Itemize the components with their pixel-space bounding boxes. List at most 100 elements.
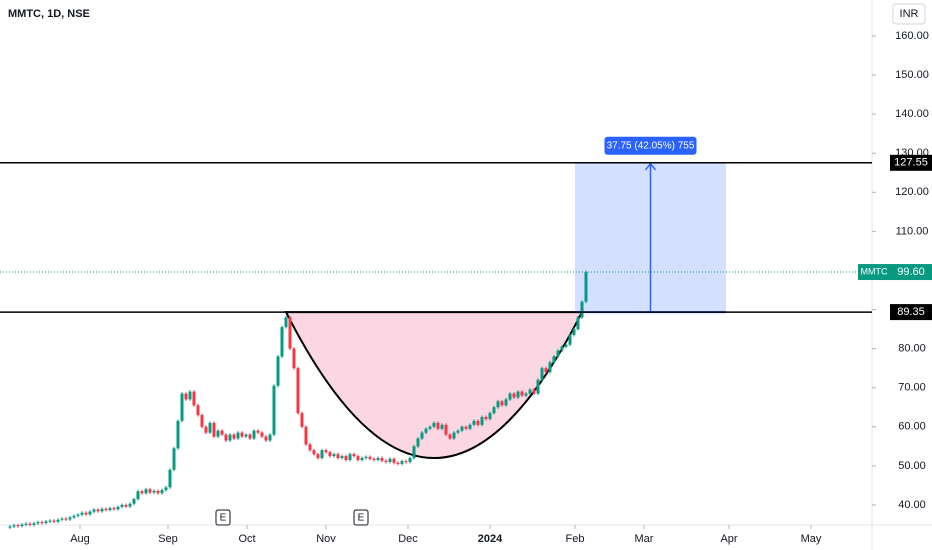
candle <box>120 504 124 507</box>
candle <box>416 438 420 447</box>
candle <box>104 508 108 511</box>
candle <box>548 362 552 373</box>
candle <box>376 458 380 461</box>
candle <box>304 426 308 445</box>
candle <box>296 368 300 414</box>
candle <box>196 405 200 416</box>
candle <box>440 424 444 429</box>
candle <box>72 515 76 518</box>
candle <box>524 393 528 396</box>
candle <box>292 348 296 369</box>
candle <box>240 432 244 437</box>
candle <box>384 460 388 462</box>
candle <box>348 454 352 461</box>
candle <box>576 317 580 330</box>
symbol-label: MMTC <box>861 266 888 276</box>
candle <box>208 422 212 433</box>
candle <box>264 436 268 441</box>
candle <box>200 415 204 427</box>
candle <box>320 450 324 459</box>
candle <box>204 426 208 433</box>
candle <box>248 434 252 439</box>
candle <box>288 317 292 349</box>
candle <box>480 417 484 425</box>
candle <box>116 506 120 510</box>
y-tick-label: 150.00 <box>895 69 929 81</box>
candle <box>268 434 272 441</box>
candle <box>352 454 356 457</box>
candle <box>336 454 340 459</box>
x-tick-label: 2024 <box>478 533 503 545</box>
x-tick-label: Sep <box>158 533 178 545</box>
candle <box>424 428 428 433</box>
candle <box>368 456 372 459</box>
candle <box>436 422 440 429</box>
candle <box>400 461 404 464</box>
candle <box>180 393 184 421</box>
candle <box>40 522 44 524</box>
candle <box>496 401 500 408</box>
candle <box>412 446 416 459</box>
candle <box>324 450 328 453</box>
candle <box>280 327 284 357</box>
last-price-box <box>890 264 932 281</box>
candle <box>532 389 536 394</box>
candle <box>556 350 560 357</box>
symbol-label-box <box>858 264 890 281</box>
level-label-box <box>890 154 932 171</box>
event-label: E <box>358 513 365 524</box>
candle <box>460 426 464 431</box>
candle <box>328 452 332 457</box>
candle <box>256 430 260 433</box>
candle <box>148 489 152 493</box>
candle <box>28 523 32 525</box>
candle <box>84 512 88 515</box>
candle <box>456 430 460 433</box>
candle <box>8 526 12 528</box>
candle <box>20 524 24 527</box>
range-label: 37.75 (42.05%) 755 <box>607 140 695 151</box>
candle <box>160 490 164 494</box>
candle <box>276 356 280 386</box>
candle <box>428 426 432 429</box>
candle <box>560 346 564 351</box>
candle <box>44 521 48 523</box>
candle <box>520 391 524 396</box>
candle <box>156 490 160 494</box>
candle <box>32 523 36 525</box>
candle <box>356 456 360 461</box>
candle <box>476 420 480 425</box>
candle <box>184 393 188 400</box>
candle <box>392 458 396 463</box>
candle <box>528 389 532 394</box>
candle <box>212 422 216 437</box>
currency[interactable]: INR <box>900 8 919 20</box>
candle <box>364 456 368 459</box>
candle <box>244 434 248 437</box>
y-tick-label: 140.00 <box>895 108 929 120</box>
candle <box>432 422 436 427</box>
candle <box>24 523 28 525</box>
candle <box>572 329 576 335</box>
currency-button[interactable] <box>892 3 926 25</box>
last-price-label: 99.60 <box>897 266 925 278</box>
event-marker <box>215 509 231 526</box>
candle <box>396 462 400 464</box>
candle <box>452 432 456 439</box>
candle <box>332 454 336 457</box>
candle <box>140 491 144 494</box>
level-label-box <box>890 304 932 321</box>
candle <box>584 272 588 302</box>
candle <box>388 458 392 462</box>
candle <box>380 458 384 461</box>
x-tick-label: Oct <box>238 533 255 545</box>
candle <box>88 511 92 515</box>
candle <box>500 401 504 406</box>
x-tick-label: Dec <box>398 533 418 545</box>
x-tick-label: May <box>801 533 822 545</box>
candle <box>516 391 520 398</box>
candle <box>300 413 304 427</box>
candle <box>176 420 180 449</box>
candle <box>252 430 256 439</box>
